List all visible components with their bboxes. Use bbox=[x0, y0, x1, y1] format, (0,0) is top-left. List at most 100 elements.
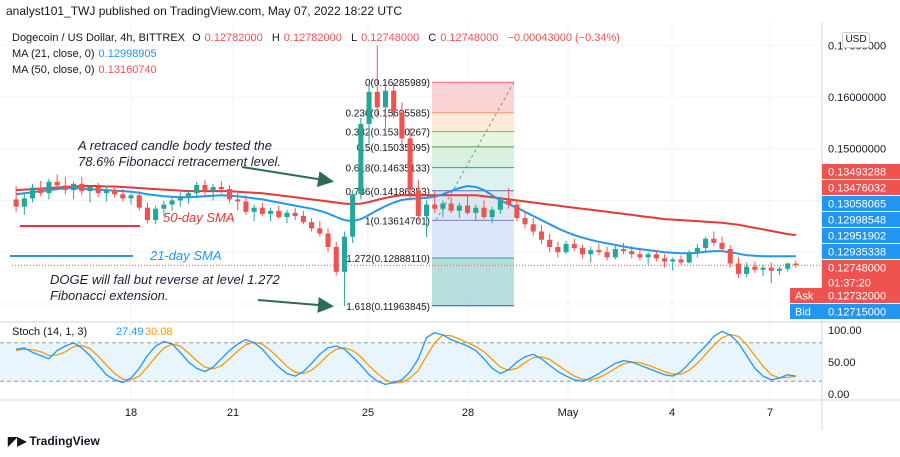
candle bbox=[727, 244, 733, 268]
candle bbox=[571, 238, 577, 252]
candle-body bbox=[399, 112, 405, 139]
candle-body bbox=[612, 249, 618, 258]
price-label-text: 0.13476032 bbox=[828, 183, 886, 195]
candle-body bbox=[514, 204, 520, 219]
candle-body bbox=[407, 138, 413, 191]
time-tick-label: 7 bbox=[767, 407, 773, 419]
annotation-21-day-sma: 21-day SMA bbox=[149, 248, 222, 263]
candle bbox=[194, 181, 200, 199]
candle bbox=[300, 210, 306, 225]
candle-body bbox=[185, 193, 192, 197]
ma21-line bbox=[15, 184, 796, 258]
annotation-fib-test-line1: A retraced candle body tested the bbox=[77, 138, 272, 153]
ma21-legend[interactable]: MA (21, close, 0) 0.12998905 bbox=[12, 48, 161, 60]
candle-body bbox=[744, 266, 750, 274]
candle bbox=[465, 195, 471, 215]
symbol-title[interactable]: Dogecoin / US Dollar, 4h, BITTREX bbox=[12, 32, 186, 44]
candle-body bbox=[538, 231, 544, 240]
candlestick-series bbox=[13, 45, 799, 306]
candle bbox=[432, 190, 438, 213]
candle-body bbox=[686, 252, 692, 263]
quote-tag-box bbox=[790, 288, 822, 303]
candle-body bbox=[128, 195, 134, 199]
fib-level-label: 1.618(0.11963845) bbox=[346, 302, 430, 313]
ma21-value: 0.12998905 bbox=[98, 48, 157, 60]
candle-body bbox=[21, 198, 27, 207]
candle bbox=[686, 250, 692, 264]
candle bbox=[407, 128, 413, 201]
price-label-text: 0.13058065 bbox=[828, 199, 886, 211]
candle-body bbox=[325, 233, 331, 247]
candle bbox=[752, 261, 758, 273]
candle-body bbox=[136, 195, 142, 208]
quote-value-text: 0.12715000 bbox=[828, 307, 886, 319]
candle bbox=[235, 193, 241, 211]
candle bbox=[268, 207, 274, 222]
fibonacci-tool[interactable]: 0(0.16285989) 0.236(0.15695585) 0.382(0.15… bbox=[345, 78, 515, 313]
tv-logo-icon: ◤▶ bbox=[8, 434, 27, 448]
candle bbox=[547, 233, 553, 253]
candle-body bbox=[29, 187, 36, 199]
candle-body bbox=[374, 91, 380, 108]
ma50-line bbox=[16, 185, 797, 237]
candle-body bbox=[38, 187, 44, 194]
candle-body bbox=[218, 187, 224, 190]
price-label-box bbox=[822, 260, 900, 275]
candle-body bbox=[596, 250, 602, 253]
candle-body bbox=[120, 194, 126, 199]
candle bbox=[653, 250, 659, 262]
candle-body bbox=[79, 183, 85, 192]
open-value: 0.12782000 bbox=[204, 32, 263, 44]
candle bbox=[218, 180, 224, 194]
fib-zone bbox=[432, 131, 514, 147]
price-label-text: 01:37:20 bbox=[828, 278, 871, 290]
candle-body bbox=[506, 200, 512, 205]
fib-zone bbox=[432, 82, 514, 113]
candle-body bbox=[555, 247, 561, 253]
candle bbox=[678, 255, 684, 265]
candle bbox=[522, 210, 528, 229]
candle-body bbox=[670, 259, 676, 262]
candle bbox=[46, 178, 52, 200]
candle-body bbox=[456, 205, 462, 211]
candle bbox=[169, 197, 175, 211]
ma50-value: 0.13160740 bbox=[98, 64, 157, 76]
candle bbox=[128, 193, 134, 205]
annotation-forecast-line1: DOGE will fall but reverse at level 1.27… bbox=[50, 272, 281, 287]
fib-level-label: 0.5(0.15035095) bbox=[357, 143, 430, 154]
candle bbox=[514, 199, 520, 222]
currency-button[interactable]: USD bbox=[842, 32, 870, 48]
candle bbox=[456, 202, 462, 219]
candle bbox=[694, 243, 700, 258]
candle-body bbox=[366, 91, 372, 124]
candle bbox=[185, 190, 192, 204]
candle-body bbox=[284, 212, 290, 217]
candle-body bbox=[415, 190, 421, 216]
candle bbox=[29, 183, 36, 203]
tradingview-logo[interactable]: ◤▶ TradingView bbox=[8, 434, 100, 448]
price-label-box bbox=[822, 196, 900, 211]
candle bbox=[317, 221, 323, 237]
change-value: −0.00043000 (−0.34%) bbox=[507, 32, 620, 44]
candle-body bbox=[522, 218, 528, 225]
candle-body bbox=[473, 207, 479, 213]
candle bbox=[793, 260, 799, 268]
candle bbox=[79, 176, 85, 196]
candle-body bbox=[13, 199, 19, 207]
candle bbox=[612, 245, 618, 260]
candle-body bbox=[276, 210, 282, 217]
candle-body bbox=[793, 263, 799, 266]
arrow-to-extension bbox=[257, 297, 334, 313]
ma21-label: MA (21, close, 0) bbox=[12, 48, 95, 60]
candle bbox=[210, 183, 216, 201]
candle-body bbox=[776, 268, 783, 271]
fib-trend-line bbox=[435, 81, 515, 221]
ma50-legend[interactable]: MA (50, close, 0) 0.13160740 bbox=[12, 64, 161, 76]
time-tick-label: 21 bbox=[227, 407, 239, 419]
candle-body bbox=[571, 243, 577, 249]
candle bbox=[719, 236, 725, 253]
candle-body bbox=[202, 184, 208, 192]
candle-body bbox=[694, 248, 700, 253]
candle bbox=[120, 189, 126, 202]
